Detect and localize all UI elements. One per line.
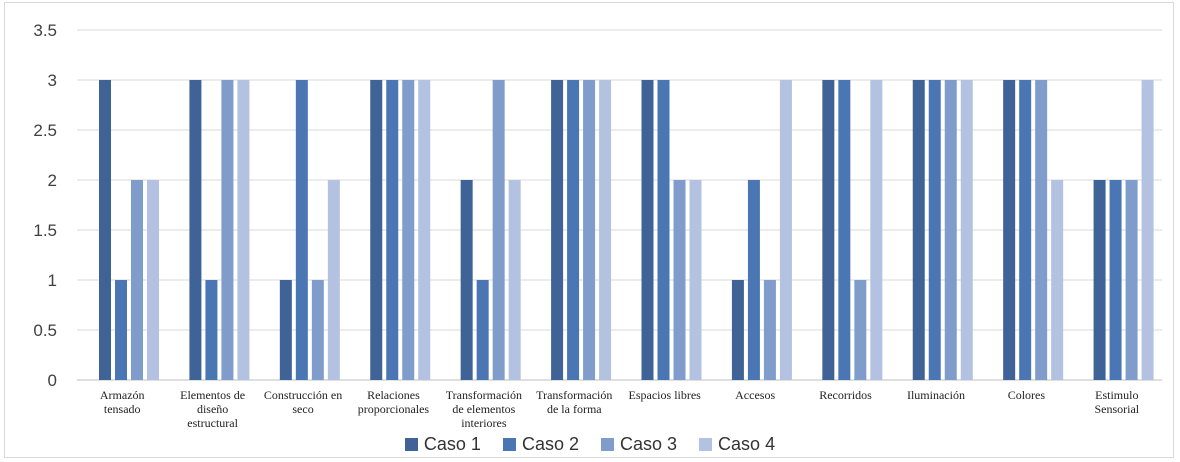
bar-caso-1 [822,80,835,380]
legend-swatch [502,438,516,451]
chart-frame: 0 0.5 1 1.5 2 2.5 3 3.5 Armazón tensado Elementos … [4,2,1174,458]
bar-caso-4 [1051,180,1064,380]
bar-caso-4 [1141,80,1154,380]
bar-caso-1 [460,180,473,380]
bar-caso-3 [673,180,686,380]
y-tick-label: 2 [48,171,57,190]
bar-caso-1 [912,80,925,380]
bar-caso-2 [205,280,218,380]
bar-caso-4 [327,180,340,380]
y-tick-label: 1 [48,271,57,290]
y-tick-label: 0 [48,371,57,390]
bar-caso-2 [838,80,851,380]
bar-caso-3 [131,180,143,380]
legend-item: Caso 3 [601,434,677,455]
bar-caso-3 [1035,80,1048,380]
x-tick-label: de elementos [452,402,515,416]
bar-caso-2 [115,280,127,380]
legend-item: Caso 4 [699,434,775,455]
bar-caso-3 [583,80,596,380]
bar-caso-2 [928,80,941,380]
bar-caso-4 [870,80,883,380]
x-tick-label: Sensorial [1094,402,1139,416]
x-tick-label: Iluminación [907,388,965,402]
x-tick-label: Estimulo [1095,388,1138,402]
bar-caso-2 [476,280,489,380]
x-tick-label: Armazón [100,388,145,402]
bar-caso-1 [99,80,111,380]
bar-caso-1 [1093,180,1106,380]
bar-caso-1 [551,80,564,380]
x-tick-label: Accesos [735,388,775,402]
legend-label: Caso 3 [620,434,678,454]
x-tick-label: tensado [104,402,141,416]
bar-caso-1 [1003,80,1016,380]
legend-item: Caso 1 [404,434,481,455]
legend-label: Caso 4 [718,434,776,454]
bar-caso-4 [599,80,612,380]
bar-caso-4 [960,80,973,380]
bar-caso-3 [1125,180,1138,380]
y-tick-label: 3 [48,71,57,90]
x-tick-label: seco [292,402,313,416]
bar-caso-2 [1019,80,1032,380]
bar-caso-4 [779,80,792,380]
bar-caso-1 [731,280,744,380]
bar-caso-1 [279,280,292,380]
bar-caso-3 [854,280,867,380]
bar-caso-3 [221,80,234,380]
x-tick-label: Colores [1008,388,1046,402]
bar-caso-2 [1109,180,1122,380]
x-tick-label: proporcionales [358,402,430,416]
bar-caso-2 [747,180,760,380]
x-tick-label: Construcción en [264,388,342,402]
bar-caso-2 [657,80,670,380]
x-tick-label: estructural [187,416,238,430]
y-tick-label: 1.5 [33,221,57,240]
bar-caso-2 [567,80,580,380]
x-tick-label: interiores [461,416,507,430]
bar-caso-3 [311,280,324,380]
bar-caso-4 [147,180,159,380]
x-tick-label: Transformación [446,388,522,402]
x-tick-label: Espacios libres [629,388,702,402]
bar-caso-1 [641,80,654,380]
bar-caso-3 [492,80,505,380]
x-tick-label: Elementos de [180,388,245,402]
bar-caso-1 [370,80,383,380]
bar-caso-4 [237,80,250,380]
y-tick-label: 0.5 [33,321,57,340]
x-tick-label: Relaciones [367,388,420,402]
bar-caso-1 [189,80,202,380]
x-tick-label: diseño [197,402,228,416]
bar-caso-4 [689,180,702,380]
x-tick-label: Recorridos [819,388,872,402]
y-tick-label: 2.5 [33,121,57,140]
x-tick-label: de la forma [547,402,602,416]
legend-item: Caso 2 [502,434,579,455]
x-tick-label: Transformación [536,388,612,402]
legend-swatch [601,438,614,451]
legend-label: Caso 2 [521,434,579,454]
bar-caso-2 [386,80,399,380]
y-tick-label: 3.5 [33,21,57,40]
legend-swatch [404,438,418,451]
legend-swatch [699,438,713,451]
bar-caso-4 [508,180,521,380]
chart-legend: Caso 1 Caso 2 Caso 3 Caso 4 [5,434,1175,455]
bar-caso-3 [763,280,776,380]
bar-caso-3 [944,80,957,380]
bar-caso-3 [402,80,415,380]
bar-caso-2 [295,80,308,380]
legend-label: Caso 1 [423,434,481,454]
bar-caso-4 [418,80,431,380]
